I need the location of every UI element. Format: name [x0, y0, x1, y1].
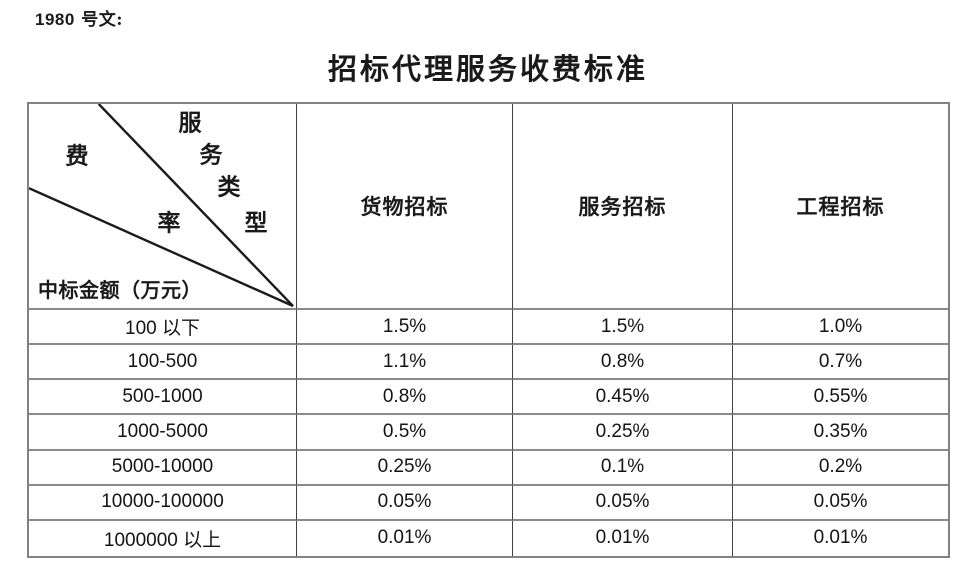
doc-reference-number: 1980: [35, 10, 75, 29]
corner-label-service-char-2: 务: [199, 141, 223, 169]
table-cell: 0.7%: [733, 345, 948, 381]
column-header-engineering: 工程招标: [733, 104, 948, 310]
table-cell: 0.45%: [513, 380, 733, 416]
table-cell: 0.55%: [733, 380, 948, 416]
table-cell: 0.25%: [297, 450, 513, 486]
table-cell: 1.5%: [513, 310, 733, 346]
table-cell: 0.01%: [297, 520, 513, 556]
table-cell: 0.5%: [297, 415, 513, 451]
table-cell: 0.25%: [513, 415, 733, 451]
row-label: 1000000 以上: [29, 520, 297, 556]
row-label: 500-1000: [29, 380, 297, 416]
corner-label-service-char-3: 类: [217, 173, 241, 201]
table-corner-cell: 服 务 类 型 费 率 中标金额（万元）: [29, 104, 297, 310]
corner-label-fee-char-2: 率: [157, 209, 181, 237]
corner-label-fee-char-1: 费: [65, 142, 89, 170]
row-label: 100 以下: [29, 310, 297, 346]
fee-standard-table: 服 务 类 型 费 率 中标金额（万元） 货物招标 服务招标 工程招标 100 …: [27, 102, 950, 558]
page-title: 招标代理服务收费标准: [327, 52, 648, 86]
table-cell: 0.2%: [733, 451, 948, 486]
table-cell: 1.1%: [297, 345, 513, 381]
table-cell: 0.8%: [513, 345, 733, 381]
row-label: 10000-100000: [29, 485, 297, 521]
table-cell: 0.35%: [733, 415, 948, 451]
doc-reference-label: 号文:: [81, 10, 124, 30]
row-label: 1000-5000: [29, 415, 297, 451]
table-cell: 0.05%: [297, 485, 513, 521]
table-cell: 1.5%: [297, 310, 513, 346]
corner-axis-label: 中标金额（万元）: [38, 278, 202, 302]
column-header-goods: 货物招标: [297, 104, 513, 310]
doc-reference: 1980 号文:: [35, 5, 123, 30]
corner-label-service-char-4: 型: [244, 209, 268, 237]
column-header-service: 服务招标: [513, 104, 733, 310]
table-cell: 0.01%: [813, 527, 868, 549]
table-cell: 0.05%: [733, 486, 948, 521]
table-cell: 1.0%: [733, 310, 948, 346]
corner-label-service-char-1: 服: [178, 109, 202, 137]
table-cell: 0.01%: [513, 520, 733, 556]
table-cell: 0.05%: [513, 485, 733, 521]
row-label: 5000-10000: [29, 450, 297, 486]
table-cell: 0.1%: [513, 450, 733, 486]
row-label: 100-500: [29, 345, 297, 381]
diagonal-divider-lines: [29, 104, 294, 308]
table-cell: 0.8%: [297, 380, 513, 416]
